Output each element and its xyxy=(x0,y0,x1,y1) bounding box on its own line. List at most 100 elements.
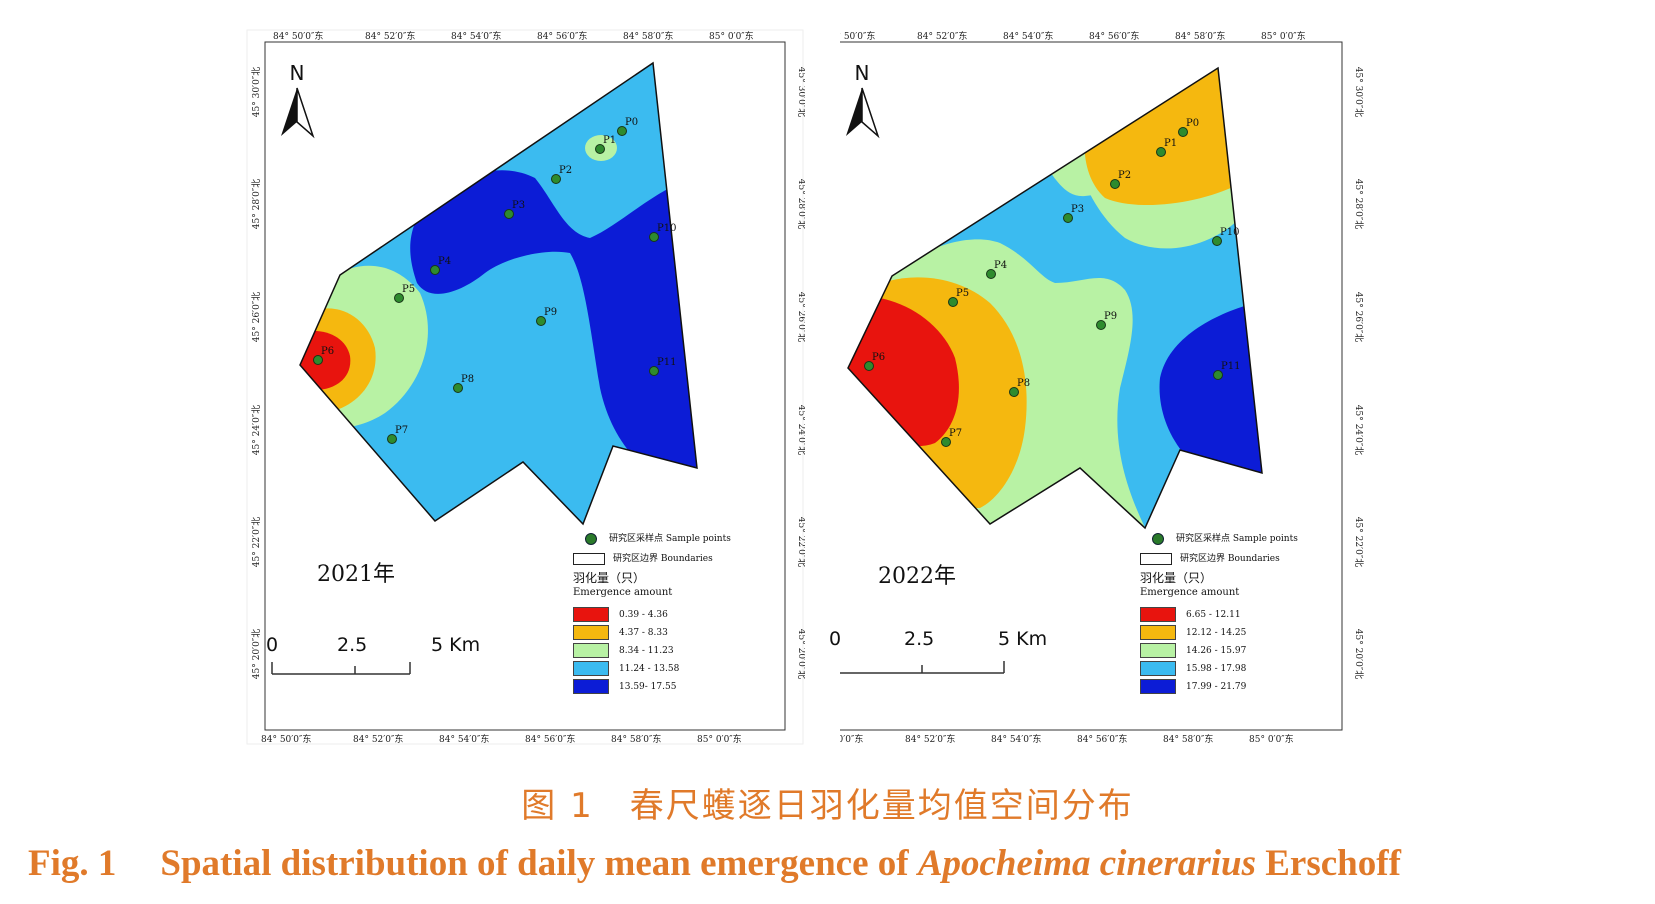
legend-range-label: 13.59- 17.55 xyxy=(619,682,677,692)
legend-title-en: Emergence amount xyxy=(573,587,673,598)
zone-class-5 xyxy=(410,170,697,498)
sample-point-label: P0 xyxy=(625,117,638,128)
study-boundary xyxy=(299,61,698,526)
legend-swatch xyxy=(573,643,609,658)
year-label: 2022年 xyxy=(878,564,956,589)
sample-point-label: P2 xyxy=(1118,170,1131,181)
sample-point-label: P7 xyxy=(949,428,962,439)
latitude-tick-left: 45° 24′0″北 xyxy=(251,405,262,455)
legend-swatch xyxy=(573,625,609,640)
scale-label-5km: 5 Km xyxy=(431,634,481,656)
longitude-tick-top: 84° 56′0″东 xyxy=(1089,30,1139,42)
sample-point xyxy=(617,126,627,136)
legend-swatch xyxy=(573,661,609,676)
scale-label-2-5: 2.5 xyxy=(337,634,368,656)
legend-range-label: 15.98 - 17.98 xyxy=(1186,664,1247,674)
longitude-tick-bottom: 84° 54′0″东 xyxy=(991,733,1041,745)
legend-swatch xyxy=(573,679,609,694)
legend-class: 4.37 - 8.33 xyxy=(573,625,668,640)
latitude-tick-left: 45° 26′0″北 xyxy=(251,292,262,342)
legend-swatch xyxy=(1140,607,1176,622)
latitude-tick-right: 45° 22′0″北 xyxy=(796,517,805,567)
legend-class: 13.59- 17.55 xyxy=(573,679,676,694)
legend-range-label: 6.65 - 12.11 xyxy=(1186,610,1241,620)
longitude-tick-top: 84° 54′0″东 xyxy=(451,30,501,42)
figure-caption-cn: 图 1 春尺蠖逐日羽化量均值空间分布 xyxy=(521,786,1134,826)
longitude-tick-top: 84° 52′0″东 xyxy=(917,30,967,42)
sample-point-icon xyxy=(585,532,597,545)
legend-swatch xyxy=(1140,679,1176,694)
latitude-tick-left: 45° 20′0″北 xyxy=(251,629,262,679)
sample-point-label: P10 xyxy=(657,223,676,234)
legend-range-label: 11.24 - 13.58 xyxy=(619,664,680,674)
legend-class: 0.39 - 4.36 xyxy=(573,607,668,622)
longitude-tick-bottom: 85° 0′0″东 xyxy=(697,733,742,745)
latitude-tick-right: 45° 24′0″北 xyxy=(1353,405,1364,455)
sample-point-label: P1 xyxy=(1164,138,1177,149)
longitude-tick-top: 85° 0′0″东 xyxy=(1261,30,1306,42)
sample-point xyxy=(536,316,546,326)
sample-point xyxy=(1063,213,1073,223)
legend-range-label: 12.12 - 14.25 xyxy=(1186,628,1247,638)
legend-title-cn: 羽化量（只） xyxy=(1140,571,1213,585)
longitude-tick-bottom: 84° 54′0″东 xyxy=(439,733,489,745)
legend-class: 17.99 - 21.79 xyxy=(1140,679,1246,694)
latitude-tick-right: 45° 28′0″北 xyxy=(1353,179,1364,229)
longitude-tick-bottom: 84° 58′0″东 xyxy=(611,733,661,745)
sample-point xyxy=(394,293,404,303)
legend-range-label: 0.39 - 4.36 xyxy=(619,610,668,620)
legend-range-label: 8.34 - 11.23 xyxy=(619,646,674,656)
sample-point xyxy=(1156,147,1166,157)
scale-label-2-5: 2.5 xyxy=(904,628,935,650)
latitude-tick-right: 45° 26′0″北 xyxy=(1353,292,1364,342)
sample-point xyxy=(864,361,874,371)
emergence-zones xyxy=(848,68,1262,528)
scale-label-0: 0 xyxy=(266,634,279,656)
sample-point-label: P7 xyxy=(395,425,408,436)
sample-point-label: P1 xyxy=(603,135,616,146)
figure-caption-en: Fig. 1 Spatial distribution of daily mean… xyxy=(28,842,1648,885)
figure-number: Fig. 1 xyxy=(28,843,117,884)
latitude-tick-right: 45° 30′0″北 xyxy=(796,67,805,117)
latitude-tick-right: 45° 28′0″北 xyxy=(796,179,805,229)
sample-point xyxy=(1096,320,1106,330)
sample-point xyxy=(1009,387,1019,397)
legend: 研究区采样点 Sample points 研究区边界 Boundaries 羽化… xyxy=(573,531,793,696)
boundary-icon xyxy=(1140,552,1172,565)
sample-point-label: P4 xyxy=(994,260,1007,271)
map-frame xyxy=(264,41,786,731)
sample-point-label: P9 xyxy=(544,307,557,318)
legend-sample-label: 研究区采样点 Sample points xyxy=(1176,534,1298,544)
sample-point-label: P2 xyxy=(559,165,572,176)
longitude-tick-top: 84° 50′0″东 xyxy=(273,30,323,42)
longitude-tick-bottom: 84° 50′0″东 xyxy=(261,733,311,745)
legend-swatch xyxy=(1140,661,1176,676)
sample-point xyxy=(649,366,659,376)
longitude-tick-top: 84° 58′0″东 xyxy=(1175,30,1225,42)
legend-sample-label: 研究区采样点 Sample points xyxy=(609,534,731,544)
map-panel-2021: N P0 P1 P2 P3 P4 P5 P6 P7 P8 P9 P10 P11 84° 50′0″东 8… xyxy=(245,28,805,746)
legend-range-label: 17.99 - 21.79 xyxy=(1186,682,1247,692)
longitude-tick-bottom: 84° 58′0″东 xyxy=(1163,733,1213,745)
sample-point xyxy=(649,232,659,242)
longitude-tick-bottom: 84° 52′0″东 xyxy=(353,733,403,745)
sample-point xyxy=(595,144,605,154)
legend-range-label: 14.26 - 15.97 xyxy=(1186,646,1247,656)
legend-boundary-label: 研究区边界 Boundaries xyxy=(1180,554,1280,564)
sample-point xyxy=(1212,236,1222,246)
latitude-tick-right: 45° 20′0″北 xyxy=(796,629,805,679)
longitude-tick-bottom: 85° 0′0″东 xyxy=(1249,733,1294,745)
sample-point-label: P3 xyxy=(1071,204,1084,215)
north-label: N xyxy=(290,61,305,85)
sample-point-label: P10 xyxy=(1220,227,1239,238)
legend-class: 14.26 - 15.97 xyxy=(1140,643,1246,658)
legend-swatch xyxy=(1140,643,1176,658)
sample-point-label: P11 xyxy=(1221,361,1240,372)
caption-author: Erschoff xyxy=(1256,843,1401,884)
legend-boundary-label: 研究区边界 Boundaries xyxy=(613,554,713,564)
sample-point-label: P9 xyxy=(1104,311,1117,322)
sample-point xyxy=(453,383,463,393)
latitude-tick-right: 45° 30′0″北 xyxy=(1353,67,1364,117)
caption-species: Apocheima cinerarius xyxy=(917,843,1256,884)
